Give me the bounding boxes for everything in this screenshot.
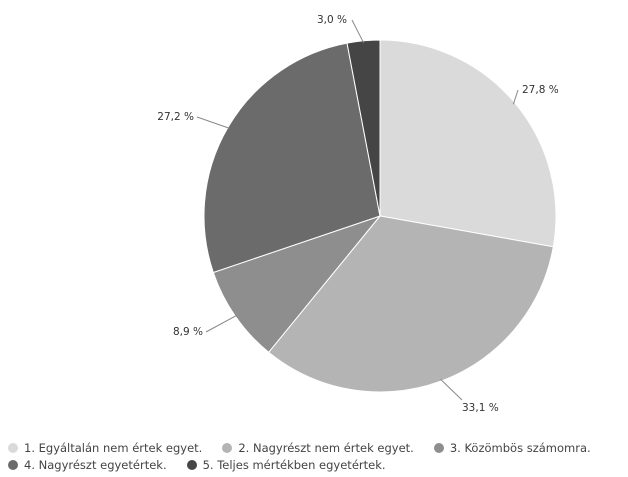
legend-row-1: 1. Egyáltalán nem értek egyet. 2. Nagyré… [8, 439, 624, 456]
legend-swatch-4 [8, 459, 18, 470]
legend-item-5: 5. Teljes mértékben egyetértek. [186, 457, 386, 472]
legend-label-1: 1. Egyáltalán nem értek egyet. [24, 440, 203, 455]
leader-line-5 [351, 19, 365, 44]
legend-swatch-5 [186, 459, 197, 470]
legend-label-3: 3. Közömbös számomra. [449, 440, 591, 455]
legend-swatch-2 [222, 442, 233, 453]
legend-swatch-3 [433, 442, 444, 453]
leader-line-3 [205, 314, 238, 333]
data-label-1: 27,8 % [522, 84, 559, 96]
data-labels: 27,8 % 33,1 % 8,9 % 27,2 % 3,0 % [157, 14, 558, 414]
data-label-5: 3,0 % [317, 14, 347, 26]
legend-item-4: 4. Nagyrészt egyetértek. [8, 458, 167, 472]
legend-label-4: 4. Nagyrészt egyetértek. [24, 457, 167, 472]
legend-item-3: 3. Közömbös számomra. [433, 440, 591, 455]
legend-label-5: 5. Teljes mértékben egyetértek. [202, 457, 386, 472]
leader-line-1 [512, 89, 519, 105]
data-label-3: 8,9 % [173, 326, 203, 338]
pie-slice-1 [379, 39, 557, 248]
pie-chart-svg: 27,8 % 33,1 % 8,9 % 27,2 % 3,0 % [157, 14, 558, 414]
legend-row-2: 4. Nagyrészt egyetértek. 5. Teljes mérté… [8, 456, 624, 473]
legend-label-2: 2. Nagyrészt nem értek egyet. [238, 440, 414, 455]
data-label-4: 27,2 % [157, 111, 194, 123]
legend: 1. Egyáltalán nem értek egyet. 2. Nagyré… [8, 439, 624, 473]
legend-item-1: 1. Egyáltalán nem értek egyet. [8, 441, 202, 455]
legend-swatch-1 [8, 442, 18, 453]
pie-slice-2 [267, 215, 554, 393]
data-label-2: 33,1 % [462, 402, 499, 414]
leader-lines [196, 19, 519, 401]
pie-slice-5 [346, 39, 381, 217]
legend-item-2: 2. Nagyrészt nem értek egyet. [222, 440, 414, 455]
leader-line-4 [196, 116, 230, 129]
pie-slices [203, 39, 557, 393]
leader-line-2 [440, 378, 463, 401]
